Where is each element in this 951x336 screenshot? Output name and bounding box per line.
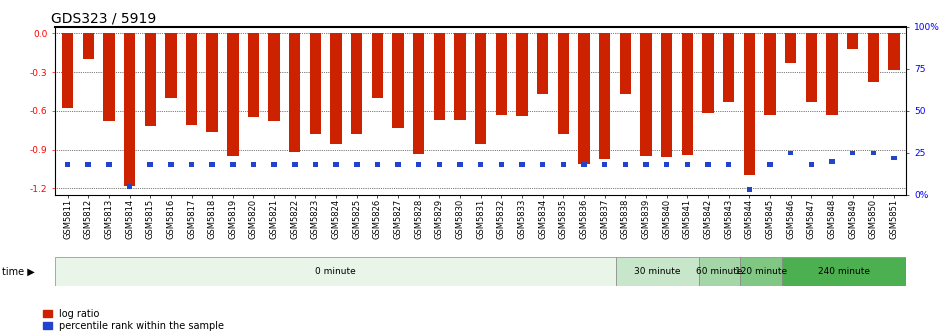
Bar (767, 162, 772, 167)
Bar (396, 162, 400, 167)
Bar (808, 162, 814, 167)
Bar (271, 162, 277, 167)
Bar (457, 162, 463, 167)
Bar (434, 33, 445, 120)
Bar (682, 33, 693, 155)
Bar (62, 33, 73, 108)
Bar (664, 162, 670, 167)
Bar (495, 33, 507, 115)
Bar (787, 151, 793, 155)
Bar (537, 33, 549, 94)
Bar (206, 33, 218, 132)
Bar (578, 33, 590, 164)
Bar (706, 162, 710, 167)
Bar (145, 33, 156, 126)
Bar (765, 33, 776, 115)
Bar (643, 162, 649, 167)
Bar (209, 162, 215, 167)
Bar (498, 162, 504, 167)
Text: 0 minute: 0 minute (315, 267, 356, 276)
Bar (147, 162, 153, 167)
Bar (699, 257, 740, 286)
Bar (372, 33, 383, 98)
Bar (478, 162, 483, 167)
Bar (723, 33, 734, 102)
Bar (185, 33, 197, 125)
Bar (168, 162, 174, 167)
Legend: log ratio, percentile rank within the sample: log ratio, percentile rank within the sa… (43, 309, 224, 331)
Bar (891, 156, 897, 160)
Bar (393, 33, 404, 128)
Bar (413, 33, 424, 154)
Bar (640, 33, 651, 156)
Bar (826, 33, 838, 115)
Bar (126, 184, 132, 189)
Bar (620, 33, 631, 94)
Bar (55, 257, 615, 286)
Bar (850, 151, 855, 155)
Bar (334, 162, 339, 167)
Bar (289, 33, 301, 152)
Text: 30 minute: 30 minute (634, 267, 680, 276)
Bar (744, 33, 755, 175)
Bar (165, 33, 177, 98)
Bar (83, 33, 94, 59)
Bar (354, 162, 359, 167)
Bar (313, 162, 319, 167)
Bar (476, 33, 486, 144)
Bar (870, 151, 876, 155)
Bar (561, 162, 566, 167)
Bar (782, 257, 906, 286)
Bar (516, 33, 528, 116)
Bar (602, 162, 608, 167)
Bar (785, 33, 796, 63)
Bar (740, 257, 782, 286)
Text: 120 minute: 120 minute (735, 267, 787, 276)
Bar (248, 33, 260, 117)
Bar (351, 33, 362, 134)
Bar (685, 162, 690, 167)
Bar (557, 33, 569, 134)
Bar (599, 33, 611, 159)
Text: 60 minute: 60 minute (696, 267, 743, 276)
Bar (251, 162, 256, 167)
Text: 240 minute: 240 minute (818, 267, 870, 276)
Text: time ▶: time ▶ (2, 267, 34, 277)
Bar (330, 33, 341, 144)
Bar (375, 162, 380, 167)
Bar (107, 162, 111, 167)
Text: GDS323 / 5919: GDS323 / 5919 (51, 12, 156, 26)
Bar (455, 33, 466, 120)
Bar (847, 33, 858, 49)
Bar (726, 162, 731, 167)
Bar (888, 33, 900, 70)
Bar (124, 33, 135, 186)
Bar (829, 159, 835, 164)
Bar (292, 162, 298, 167)
Bar (623, 162, 628, 167)
Bar (227, 33, 239, 156)
Bar (805, 33, 817, 102)
Bar (437, 162, 442, 167)
Bar (581, 162, 587, 167)
Bar (615, 257, 699, 286)
Bar (519, 162, 525, 167)
Bar (661, 33, 672, 157)
Bar (416, 162, 421, 167)
Bar (747, 187, 752, 192)
Bar (86, 162, 91, 167)
Bar (867, 33, 879, 82)
Bar (104, 33, 114, 121)
Bar (310, 33, 321, 134)
Bar (65, 162, 70, 167)
Bar (268, 33, 280, 121)
Bar (189, 162, 194, 167)
Bar (702, 33, 713, 114)
Bar (540, 162, 546, 167)
Bar (230, 162, 236, 167)
